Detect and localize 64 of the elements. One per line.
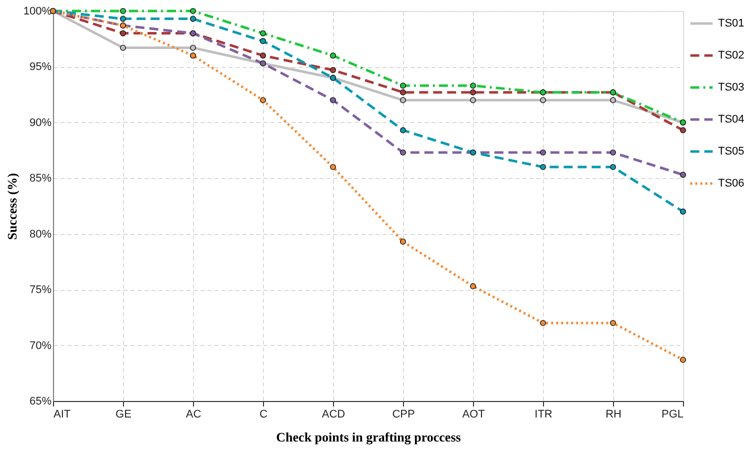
x-tick-label: AIT bbox=[54, 408, 71, 420]
point bbox=[190, 44, 196, 51]
point bbox=[120, 16, 126, 22]
point bbox=[680, 172, 686, 178]
point bbox=[330, 52, 336, 59]
x-tick-label: GE bbox=[116, 408, 132, 420]
y-tick-label: 80% bbox=[29, 228, 52, 240]
x-tick-label: C bbox=[260, 408, 268, 420]
point bbox=[540, 164, 546, 170]
point bbox=[680, 208, 686, 215]
legend-label: TS02 bbox=[718, 50, 744, 62]
point bbox=[190, 16, 196, 22]
point bbox=[610, 149, 616, 156]
x-tick-label: ACD bbox=[322, 408, 346, 420]
point bbox=[400, 238, 406, 245]
legend-label: TS03 bbox=[718, 82, 744, 94]
point bbox=[190, 8, 196, 14]
point bbox=[120, 44, 126, 51]
point bbox=[610, 164, 616, 170]
point bbox=[540, 149, 546, 156]
point bbox=[260, 30, 266, 36]
point bbox=[540, 320, 546, 326]
x-tick-label: CPP bbox=[392, 408, 415, 420]
point bbox=[260, 52, 266, 59]
point bbox=[400, 127, 406, 134]
x-tick-label: AOT bbox=[462, 408, 486, 420]
legend-label: TS04 bbox=[718, 114, 744, 126]
point bbox=[400, 82, 406, 89]
point bbox=[400, 89, 406, 96]
point bbox=[260, 38, 266, 44]
y-tick-label: 85% bbox=[29, 172, 52, 185]
legend-label: TS01 bbox=[718, 18, 744, 30]
point bbox=[540, 97, 546, 104]
y-tick-label: 100% bbox=[23, 6, 52, 18]
point bbox=[680, 127, 686, 134]
point bbox=[470, 97, 476, 104]
point bbox=[330, 97, 336, 104]
x-tick-label: RH bbox=[606, 408, 622, 420]
y-tick-label: 75% bbox=[29, 284, 52, 296]
point bbox=[470, 82, 476, 89]
y-tick-label: 70% bbox=[29, 340, 52, 352]
point bbox=[120, 30, 126, 36]
y-tick-label: 65% bbox=[29, 396, 52, 408]
y-tick-label: 95% bbox=[29, 61, 52, 74]
point bbox=[400, 149, 406, 156]
x-tick-label: ITR bbox=[534, 408, 552, 420]
point bbox=[330, 67, 336, 74]
point bbox=[470, 89, 476, 96]
point bbox=[610, 97, 616, 104]
point bbox=[470, 283, 476, 290]
point bbox=[330, 164, 336, 170]
point bbox=[610, 320, 616, 326]
x-tick-label: PGL bbox=[661, 408, 684, 420]
point bbox=[680, 356, 686, 363]
y-axis-title: Success (%) bbox=[4, 173, 20, 240]
x-axis-title: Check points in grafting proccess bbox=[276, 430, 461, 444]
point bbox=[190, 52, 196, 59]
y-tick-label: 90% bbox=[29, 116, 52, 129]
x-tick-label: AC bbox=[186, 408, 202, 420]
point bbox=[400, 97, 406, 104]
legend-label: TS05 bbox=[718, 146, 744, 158]
legend-label: TS06 bbox=[718, 178, 744, 190]
point bbox=[260, 97, 266, 104]
point bbox=[120, 8, 126, 14]
